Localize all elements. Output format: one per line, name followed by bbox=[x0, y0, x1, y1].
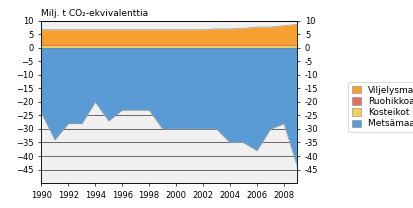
Text: Milj. t CO₂-ekvivalenttia: Milj. t CO₂-ekvivalenttia bbox=[41, 9, 148, 17]
Legend: Viljelysmaa, Ruohikkoalueet, Kosteikot, Metsämaa yhteensä: Viljelysmaa, Ruohikkoalueet, Kosteikot, … bbox=[348, 82, 413, 132]
